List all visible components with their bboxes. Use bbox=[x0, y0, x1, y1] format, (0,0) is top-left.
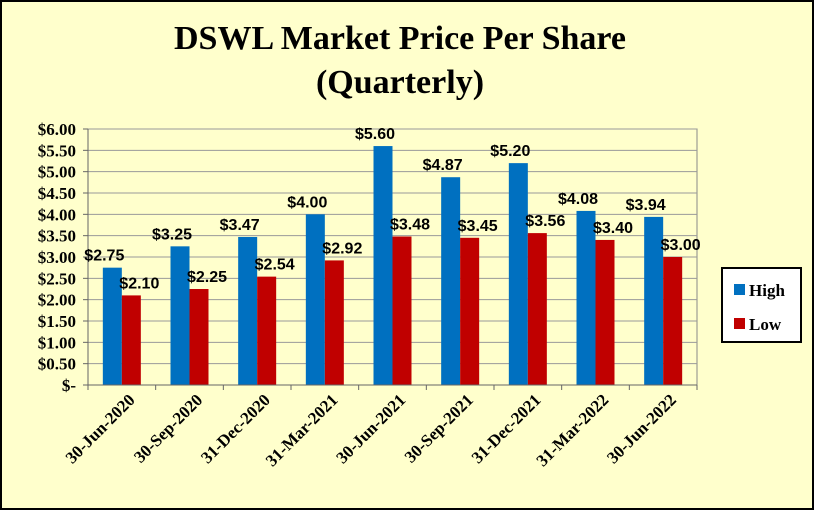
y-tick-label: $2.00 bbox=[38, 291, 76, 310]
bar-high bbox=[373, 146, 393, 385]
x-tick-label: 31-Mar-2021 bbox=[262, 390, 342, 470]
x-tick-label: 31-Mar-2022 bbox=[533, 390, 613, 470]
y-tick-label: $1.50 bbox=[38, 312, 76, 331]
data-label-low: $3.48 bbox=[390, 217, 430, 234]
bar-high bbox=[441, 177, 461, 385]
bar-low bbox=[460, 237, 480, 385]
bar-high bbox=[508, 163, 528, 385]
data-label-high: $3.25 bbox=[152, 226, 192, 243]
data-label-high: $4.00 bbox=[287, 194, 327, 211]
x-tick-label: 30-Jun-2020 bbox=[62, 390, 139, 467]
data-label-low: $2.54 bbox=[255, 257, 295, 274]
data-label-high: $4.87 bbox=[423, 157, 463, 174]
legend-swatch-high bbox=[734, 284, 745, 295]
bar-low bbox=[121, 295, 141, 385]
y-tick-label: $4.00 bbox=[38, 205, 76, 224]
y-tick-label: $3.00 bbox=[38, 248, 76, 267]
bar-high bbox=[576, 210, 596, 385]
y-tick-label: $1.00 bbox=[38, 333, 76, 352]
data-label-high: $5.20 bbox=[490, 143, 530, 160]
bar-high bbox=[238, 236, 258, 385]
y-tick-label: $4.50 bbox=[38, 184, 76, 203]
bar-high bbox=[102, 267, 122, 385]
x-tick-label: 30-Jun-2022 bbox=[603, 390, 680, 467]
x-tick-labels: 30-Jun-202030-Sep-202031-Dec-202031-Mar-… bbox=[62, 390, 680, 470]
bar-low bbox=[663, 257, 683, 385]
data-labels: $2.75 $2.10 $3.25 $2.25 $3.47 $2.54 $4.00 $2.92… bbox=[84, 126, 700, 292]
x-tick-label: 30-Jun-2021 bbox=[332, 390, 409, 467]
bar-high bbox=[305, 214, 325, 385]
bar-low bbox=[595, 239, 615, 385]
legend-swatch-low bbox=[734, 318, 745, 329]
data-label-low: $3.40 bbox=[593, 220, 633, 237]
data-label-high: $5.60 bbox=[355, 126, 395, 143]
legend-label-high: High bbox=[749, 281, 785, 300]
legend-label-low: Low bbox=[749, 315, 782, 334]
bar-high bbox=[170, 246, 190, 385]
data-label-low: $2.10 bbox=[119, 275, 159, 292]
y-tick-label: $6.00 bbox=[38, 120, 76, 139]
data-label-low: $2.25 bbox=[187, 269, 227, 286]
data-label-low: $2.92 bbox=[322, 240, 362, 257]
bar-low bbox=[527, 233, 547, 385]
y-tick-labels: $- $0.50 $1.00 $1.50 $2.00 $2.50 $3.00 $3.50 $4.… bbox=[38, 120, 77, 395]
chart-subtitle: (Quarterly) bbox=[316, 64, 484, 101]
chart-title: DSWL Market Price Per Share bbox=[174, 20, 626, 57]
data-label-high: $3.47 bbox=[220, 217, 260, 234]
bar-low bbox=[392, 236, 412, 385]
y-tick-label: $2.50 bbox=[38, 269, 76, 288]
bars bbox=[102, 146, 683, 385]
data-label-low: $3.56 bbox=[525, 213, 565, 230]
data-label-low: $3.00 bbox=[661, 237, 701, 254]
bar-low bbox=[257, 276, 277, 385]
legend-box bbox=[721, 267, 802, 343]
legend: High Low bbox=[721, 267, 802, 343]
data-label-high: $2.75 bbox=[84, 248, 124, 265]
y-tick-label: $3.50 bbox=[38, 227, 76, 246]
bar-low bbox=[324, 260, 344, 385]
bar-low bbox=[189, 289, 209, 385]
y-tick-label: $- bbox=[62, 376, 77, 395]
x-tick-label: 30-Sep-2021 bbox=[401, 390, 477, 466]
data-label-high: $3.94 bbox=[626, 197, 666, 214]
y-tick-label: $5.50 bbox=[38, 141, 76, 160]
axes bbox=[83, 128, 698, 390]
bar-high bbox=[644, 216, 664, 385]
y-tick-label: $5.00 bbox=[38, 163, 76, 182]
y-tick-label: $0.50 bbox=[38, 355, 76, 374]
x-tick-label: 30-Sep-2020 bbox=[130, 390, 206, 466]
data-label-high: $4.08 bbox=[558, 191, 598, 208]
data-label-low: $3.45 bbox=[458, 218, 498, 235]
